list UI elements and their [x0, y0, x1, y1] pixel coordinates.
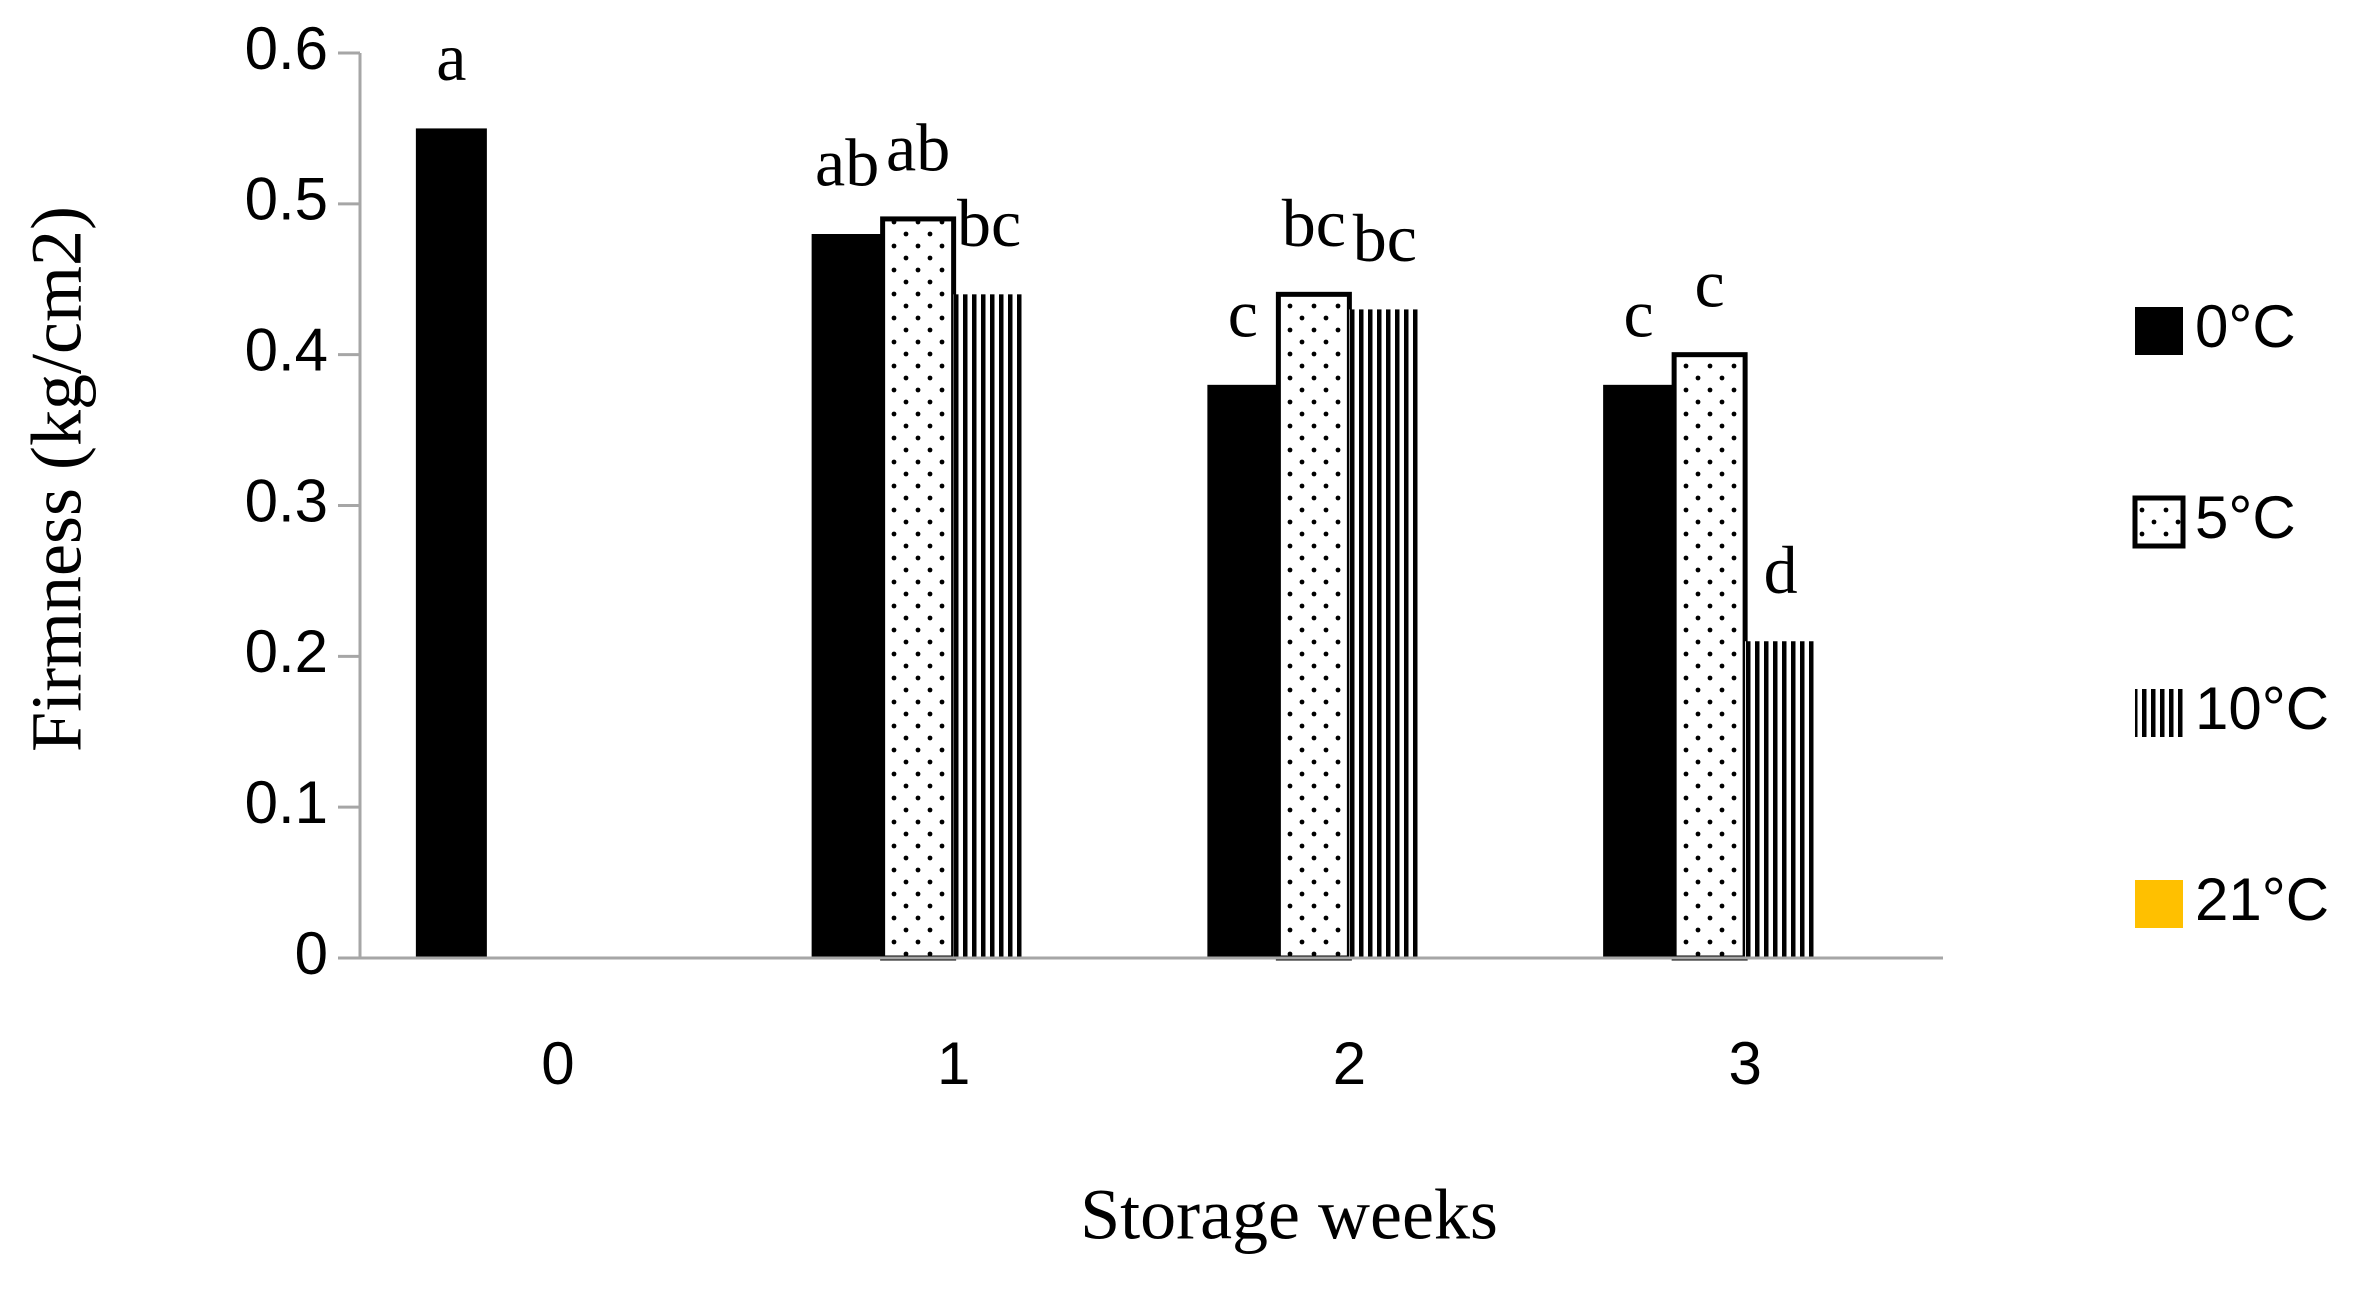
x-tick-label: 1 [937, 1030, 970, 1097]
bar [880, 216, 957, 961]
y-axis-title: Firmness (kg/cm2) [17, 206, 97, 752]
legend-label: 0°C [2195, 293, 2296, 360]
legend-swatch [2135, 880, 2183, 928]
legend-swatch [2132, 495, 2186, 549]
bar-letter: bc [1353, 200, 1417, 276]
x-axis-title: Storage weeks [1080, 1175, 1498, 1255]
bar-letter: ab [815, 125, 879, 201]
bar-letter: bc [1282, 185, 1346, 261]
bar-letter: d [1764, 532, 1798, 608]
legend-swatch [2135, 307, 2183, 355]
bar-letter: a [436, 19, 466, 95]
x-tick-label: 0 [541, 1030, 574, 1097]
y-tick-label: 0 [295, 920, 328, 987]
bar [1207, 384, 1279, 958]
bar [1349, 309, 1421, 959]
bar [1275, 291, 1352, 961]
bar [1745, 641, 1817, 958]
y-tick-label: 0.2 [245, 618, 328, 685]
bar [953, 294, 1025, 958]
legend-label: 5°C [2195, 484, 2296, 551]
y-tick-label: 0.3 [245, 467, 328, 534]
bar-letter: c [1624, 275, 1654, 351]
legend-label: 21°C [2195, 866, 2329, 933]
legend-label: 10°C [2195, 675, 2329, 742]
legend-swatch [2135, 689, 2183, 737]
bar [811, 234, 883, 958]
y-tick-label: 0.5 [245, 166, 328, 233]
x-tick-label: 3 [1728, 1030, 1761, 1097]
bar-letter: ab [886, 110, 950, 186]
x-tick-label: 2 [1333, 1030, 1366, 1097]
y-tick-label: 0.1 [245, 769, 328, 836]
bar [1603, 384, 1675, 958]
bar-letter: c [1695, 245, 1725, 321]
bar-letter: bc [957, 185, 1021, 261]
y-tick-label: 0.6 [245, 15, 328, 82]
bar [415, 128, 487, 958]
bar [1671, 352, 1748, 961]
y-tick-label: 0.4 [245, 317, 328, 384]
bar-letter: c [1228, 275, 1258, 351]
